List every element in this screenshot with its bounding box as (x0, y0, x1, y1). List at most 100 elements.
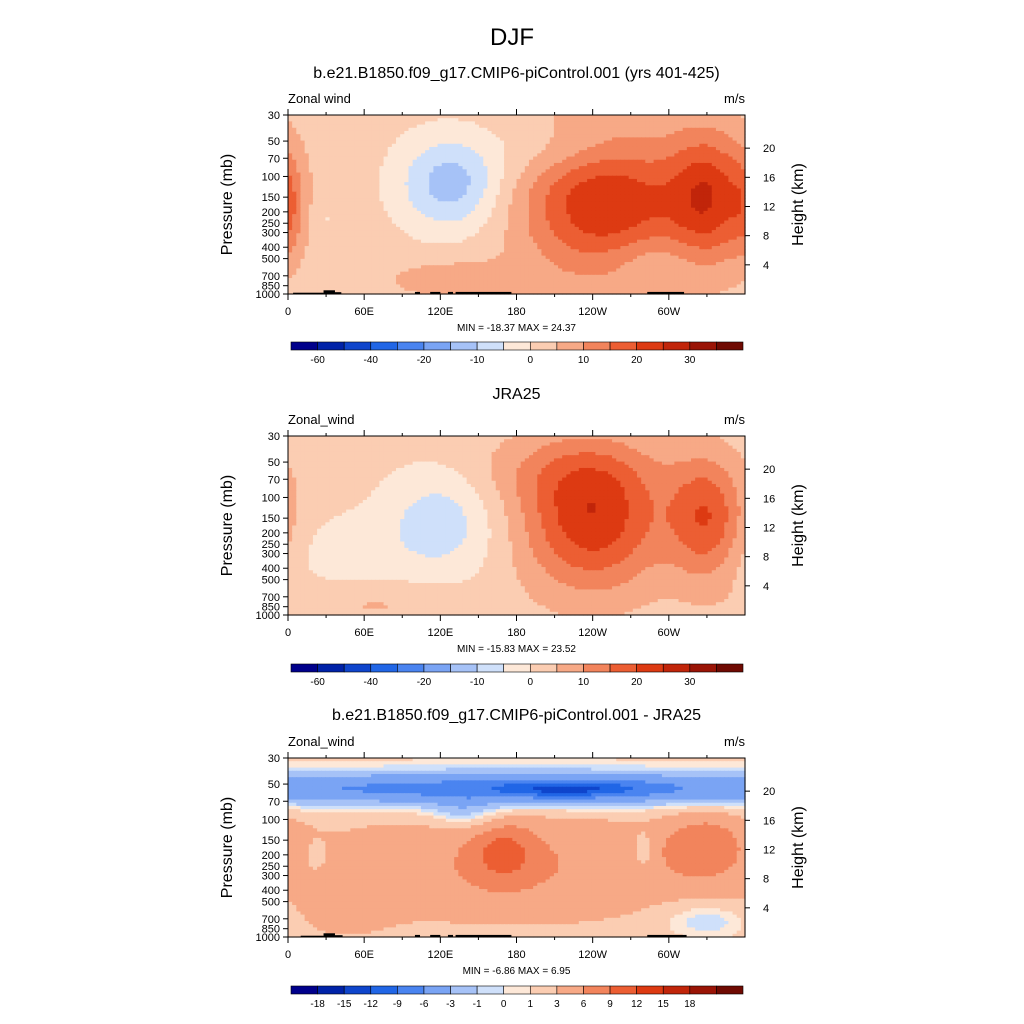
contour-cell (582, 239, 588, 244)
contour-cell (695, 153, 700, 158)
contour-cell (391, 201, 397, 206)
contour-cell (383, 118, 389, 122)
contour-cell (711, 242, 717, 247)
contour-cell (562, 204, 567, 209)
contour-cell (587, 153, 592, 158)
contour-cell (387, 198, 393, 202)
contour-cell (553, 162, 559, 167)
contour-cell (620, 188, 626, 193)
contour-cell (337, 204, 343, 209)
contour-cell (495, 118, 501, 122)
contour-cell (512, 233, 518, 238)
contour-cell (391, 230, 397, 234)
contour-cell (670, 172, 675, 177)
contour-cell (628, 188, 634, 193)
contour-cell (562, 137, 567, 142)
contour-cell (612, 239, 617, 244)
contour-cell (682, 175, 688, 180)
contour-cell (296, 258, 302, 263)
contour-cell (312, 178, 318, 183)
contour-cell (487, 220, 493, 225)
contour-cell (391, 169, 397, 174)
contour-cell (470, 118, 476, 122)
contour-cell (720, 115, 725, 119)
contour-cell (358, 150, 364, 154)
contour-cell (425, 201, 430, 206)
contour-cell (632, 223, 638, 228)
contour-cell (533, 239, 538, 244)
contour-cell (707, 252, 713, 257)
contour-cell (387, 226, 393, 231)
contour-cell (578, 146, 584, 151)
contour-cell (528, 201, 534, 206)
contour-cell (462, 124, 468, 129)
contour-cell (321, 255, 326, 260)
contour-cell (657, 150, 663, 154)
contour-cell (632, 246, 638, 250)
contour-cell (690, 153, 696, 158)
contour-cell (645, 217, 651, 222)
contour-cell (740, 150, 746, 154)
contour-cell (666, 255, 671, 260)
contour-cell (420, 188, 426, 193)
contour-cell (296, 172, 302, 177)
contour-cell (445, 201, 451, 206)
contour-cell (450, 156, 455, 161)
contour-cell (437, 258, 443, 263)
contour-cell (587, 236, 592, 241)
contour-cell (603, 153, 609, 158)
contour-cell (499, 118, 505, 122)
contour-cell (715, 210, 721, 215)
contour-cell (724, 143, 729, 148)
contour-cell (425, 230, 430, 234)
contour-cell (724, 188, 729, 193)
contour-cell (678, 214, 684, 218)
contour-cell (549, 233, 555, 238)
contour-cell (740, 130, 746, 135)
contour-cell (499, 249, 505, 254)
contour-cell (391, 115, 397, 119)
contour-cell (437, 118, 443, 122)
contour-cell (491, 191, 497, 196)
contour-cell (566, 182, 572, 186)
contour-cell (508, 233, 513, 238)
contour-cell (612, 242, 617, 247)
contour-cell (400, 188, 405, 193)
contour-cell (570, 194, 576, 199)
contour-cell (528, 191, 534, 196)
contour-cell (645, 115, 651, 119)
contour-cell (566, 239, 572, 244)
contour-cell (645, 140, 651, 145)
contour-cell (661, 246, 667, 250)
contour-cell (653, 185, 659, 190)
contour-cell (736, 130, 742, 135)
contour-cell (383, 230, 389, 234)
contour-cell (412, 226, 418, 231)
contour-cell (587, 185, 592, 190)
contour-cell (487, 239, 493, 244)
contour-cell (599, 118, 605, 122)
contour-cell (657, 178, 663, 183)
contour-cell (666, 194, 671, 199)
contour-cell (574, 153, 580, 158)
contour-cell (703, 226, 709, 231)
contour-cell (690, 162, 696, 167)
contour-cell (288, 121, 293, 126)
contour-cell (404, 175, 410, 180)
contour-cell (703, 175, 709, 180)
contour-cell (358, 242, 364, 247)
contour-cell (607, 249, 613, 254)
contour-cell (499, 115, 505, 119)
contour-cell (553, 223, 559, 228)
contour-cell (591, 217, 597, 222)
contour-cell (487, 130, 493, 135)
contour-cell (566, 140, 572, 145)
contour-cell (304, 246, 310, 250)
contour-cell (425, 207, 430, 212)
contour-cell (670, 233, 675, 238)
contour-cell (612, 130, 617, 135)
contour-cell (582, 124, 588, 129)
contour-cell (354, 210, 360, 215)
contour-cell (433, 236, 439, 241)
contour-cell (333, 150, 339, 154)
